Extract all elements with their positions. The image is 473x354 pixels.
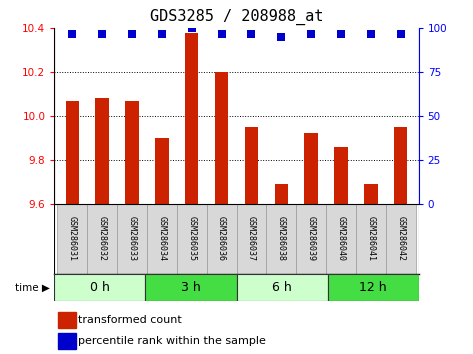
Bar: [207, 204, 236, 274]
Bar: [155, 138, 168, 204]
Bar: [356, 204, 386, 274]
Bar: [96, 98, 109, 204]
Bar: [177, 204, 207, 274]
Text: GSM286038: GSM286038: [277, 216, 286, 262]
Bar: [394, 127, 407, 204]
Bar: [87, 204, 117, 274]
Bar: [236, 204, 266, 274]
Bar: [146, 274, 236, 301]
Bar: [386, 204, 416, 274]
Point: [98, 31, 106, 36]
Bar: [327, 274, 419, 301]
Bar: [266, 204, 296, 274]
Point: [158, 31, 166, 36]
Bar: [57, 204, 87, 274]
Bar: [326, 204, 356, 274]
Text: GSM286041: GSM286041: [367, 216, 376, 262]
Point: [278, 34, 285, 40]
Bar: [274, 184, 288, 204]
Text: GDS3285 / 208988_at: GDS3285 / 208988_at: [150, 9, 323, 25]
Bar: [334, 147, 348, 204]
Text: 3 h: 3 h: [181, 281, 201, 294]
Text: transformed count: transformed count: [78, 315, 182, 325]
Point: [128, 31, 136, 36]
Bar: [236, 274, 327, 301]
Text: GSM286037: GSM286037: [247, 216, 256, 262]
Bar: [245, 127, 258, 204]
Text: 0 h: 0 h: [90, 281, 110, 294]
Text: GSM286036: GSM286036: [217, 216, 226, 262]
Bar: [66, 101, 79, 204]
Text: 6 h: 6 h: [272, 281, 292, 294]
Text: GSM286040: GSM286040: [336, 216, 345, 262]
Text: GSM286035: GSM286035: [187, 216, 196, 262]
Text: GSM286031: GSM286031: [68, 216, 77, 262]
Bar: [185, 33, 199, 204]
Point: [397, 31, 404, 36]
Point: [337, 31, 345, 36]
Text: 12 h: 12 h: [359, 281, 387, 294]
Text: GSM286039: GSM286039: [307, 216, 315, 262]
Text: time ▶: time ▶: [15, 282, 50, 293]
Point: [307, 31, 315, 36]
Point: [69, 31, 76, 36]
Bar: [305, 133, 318, 204]
Text: GSM286033: GSM286033: [128, 216, 137, 262]
Bar: [54, 274, 146, 301]
Text: GSM286042: GSM286042: [396, 216, 405, 262]
Bar: [117, 204, 147, 274]
Bar: [125, 101, 139, 204]
Point: [367, 31, 375, 36]
Point: [248, 31, 255, 36]
Bar: [364, 184, 377, 204]
Bar: [147, 204, 177, 274]
Text: GSM286032: GSM286032: [97, 216, 106, 262]
Point: [218, 31, 225, 36]
Point: [188, 25, 195, 31]
Text: percentile rank within the sample: percentile rank within the sample: [78, 336, 266, 346]
Bar: [58, 333, 76, 349]
Bar: [215, 72, 228, 204]
Bar: [58, 312, 76, 329]
Bar: [296, 204, 326, 274]
Text: GSM286034: GSM286034: [158, 216, 166, 262]
